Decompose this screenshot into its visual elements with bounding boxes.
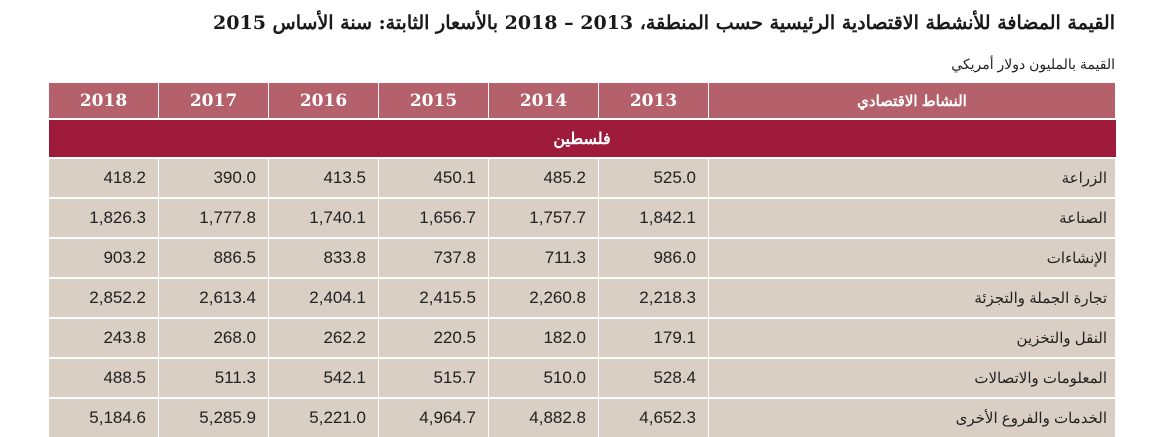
- year-header: 2018: [48, 83, 159, 119]
- value-cell: 268.0: [158, 317, 269, 358]
- table-row: 1,826.3 1,777.8 1,740.1 1,656.7 1,757.7 …: [48, 197, 1116, 238]
- value-cell: 1,842.1: [598, 197, 709, 238]
- value-cell: 2,260.8: [488, 277, 599, 318]
- value-cell: 515.7: [378, 357, 489, 398]
- value-cell: 2,415.5: [378, 277, 489, 318]
- table-row: 488.5 511.3 542.1 515.7 510.0 528.4 المع…: [48, 357, 1116, 398]
- value-cell: 1,656.7: [378, 197, 489, 238]
- region-label: فلسطين: [48, 118, 1116, 158]
- value-cell: 711.3: [488, 237, 599, 278]
- value-cell: 485.2: [488, 157, 599, 198]
- value-cell: 833.8: [268, 237, 379, 278]
- value-cell: 179.1: [598, 317, 709, 358]
- value-cell: 243.8: [48, 317, 159, 358]
- value-cell: 182.0: [488, 317, 599, 358]
- value-cell: 5,221.0: [268, 397, 379, 437]
- value-cell: 1,757.7: [488, 197, 599, 238]
- activity-label: الصناعة: [708, 197, 1116, 238]
- region-row: فلسطين: [48, 118, 1116, 158]
- value-cell: 2,852.2: [48, 277, 159, 318]
- value-cell: 5,184.6: [48, 397, 159, 437]
- value-cell: 528.4: [598, 357, 709, 398]
- value-cell: 1,740.1: [268, 197, 379, 238]
- value-cell: 525.0: [598, 157, 709, 198]
- value-cell: 1,777.8: [158, 197, 269, 238]
- value-cell: 510.0: [488, 357, 599, 398]
- value-added-table: 2018 2017 2016 2015 2014 2013 النشاط الا…: [48, 83, 1116, 437]
- activity-label: الخدمات والفروع الأخرى: [708, 397, 1116, 437]
- table-row: 5,184.6 5,285.9 5,221.0 4,964.7 4,882.8 …: [48, 397, 1116, 437]
- year-header: 2016: [268, 83, 379, 119]
- activity-label: الزراعة: [708, 157, 1116, 198]
- value-cell: 2,613.4: [158, 277, 269, 318]
- value-cell: 488.5: [48, 357, 159, 398]
- year-header: 2017: [158, 83, 269, 119]
- year-header: 2015: [378, 83, 489, 119]
- activity-label: النقل والتخزين: [708, 317, 1116, 358]
- activity-label: تجارة الجملة والتجزئة: [708, 277, 1116, 318]
- activity-header: النشاط الاقتصادي: [708, 83, 1116, 119]
- value-cell: 542.1: [268, 357, 379, 398]
- value-cell: 737.8: [378, 237, 489, 278]
- value-cell: 4,882.8: [488, 397, 599, 437]
- value-cell: 886.5: [158, 237, 269, 278]
- value-cell: 1,826.3: [48, 197, 159, 238]
- activity-label: الإنشاءات: [708, 237, 1116, 278]
- value-cell: 5,285.9: [158, 397, 269, 437]
- year-header: 2013: [598, 83, 709, 119]
- value-cell: 450.1: [378, 157, 489, 198]
- value-cell: 986.0: [598, 237, 709, 278]
- table-title: القيمة المضافة للأنشطة الاقتصادية الرئيس…: [213, 12, 1115, 34]
- table-row: 2,852.2 2,613.4 2,404.1 2,415.5 2,260.8 …: [48, 277, 1116, 318]
- unit-note: القيمة بالمليون دولار أمريكي: [951, 56, 1115, 72]
- value-cell: 262.2: [268, 317, 379, 358]
- value-cell: 418.2: [48, 157, 159, 198]
- value-cell: 903.2: [48, 237, 159, 278]
- value-cell: 511.3: [158, 357, 269, 398]
- value-cell: 220.5: [378, 317, 489, 358]
- value-cell: 390.0: [158, 157, 269, 198]
- activity-label: المعلومات والاتصالات: [708, 357, 1116, 398]
- table-row: 418.2 390.0 413.5 450.1 485.2 525.0 الزر…: [48, 157, 1116, 198]
- value-cell: 4,652.3: [598, 397, 709, 437]
- value-cell: 2,218.3: [598, 277, 709, 318]
- value-cell: 4,964.7: [378, 397, 489, 437]
- value-cell: 413.5: [268, 157, 379, 198]
- table-row: 243.8 268.0 262.2 220.5 182.0 179.1 النق…: [48, 317, 1116, 358]
- value-cell: 2,404.1: [268, 277, 379, 318]
- header-row: 2018 2017 2016 2015 2014 2013 النشاط الا…: [48, 83, 1116, 119]
- year-header: 2014: [488, 83, 599, 119]
- table-row: 903.2 886.5 833.8 737.8 711.3 986.0 الإن…: [48, 237, 1116, 278]
